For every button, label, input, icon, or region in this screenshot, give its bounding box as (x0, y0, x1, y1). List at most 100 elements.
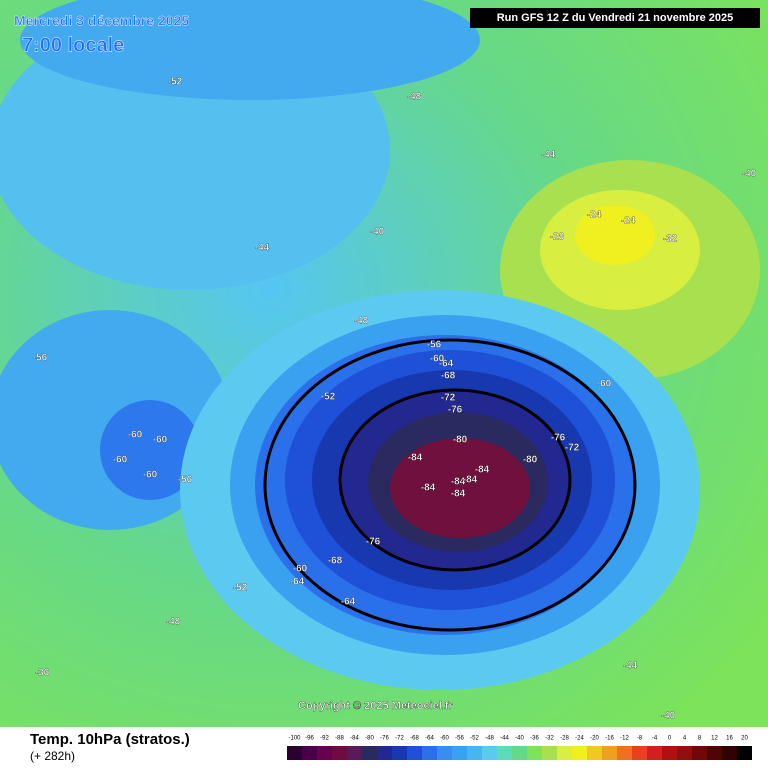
colorbar-label: -4 (652, 736, 658, 742)
colorbar-label: -84 (350, 736, 359, 742)
color-swatch (452, 746, 467, 760)
color-swatch (602, 746, 617, 760)
contour-label: -84 (451, 477, 466, 488)
colorbar-label: -68 (410, 736, 419, 742)
colorbar-label: -24 (575, 736, 584, 742)
colorbar-label: -96 (305, 736, 314, 742)
color-swatch (617, 746, 632, 760)
colorbar-label: -56 (455, 736, 464, 742)
contour-label: -56 (427, 340, 442, 351)
contour-label: -76 (366, 537, 381, 548)
contour-label: -72 (441, 393, 456, 404)
colorbar-label: -44 (500, 736, 509, 742)
color-swatch (542, 746, 557, 760)
colorbar-label: -16 (605, 736, 614, 742)
contour-label: -60 (293, 564, 308, 575)
region (390, 438, 530, 538)
colorbar-label: -72 (395, 736, 404, 742)
region (575, 205, 655, 265)
colorbar-label: 8 (698, 736, 702, 742)
contour-label: -24 (621, 216, 636, 227)
contour-label: -72 (565, 443, 580, 454)
color-swatch (362, 746, 377, 760)
color-swatch (332, 746, 347, 760)
color-swatch (302, 746, 317, 760)
contour-label: -56 (33, 353, 48, 364)
color-swatch (437, 746, 452, 760)
contour-label: -48 (407, 92, 422, 103)
colorbar-label: -36 (530, 736, 539, 742)
contour-label: -24 (587, 210, 602, 221)
colorbar: -100 -96 -92 -88 -84 -80 -76 -72 -68 -64 -60 -56 -52… (287, 736, 752, 760)
contour-label: -76 (448, 405, 463, 416)
color-swatch (737, 746, 752, 760)
contour-label: -60 (430, 354, 445, 365)
contour-label: -60 (113, 455, 128, 466)
colorbar-label: -76 (380, 736, 389, 742)
color-swatch (677, 746, 692, 760)
contour-label: -80 (453, 435, 468, 446)
contour-label: -80 (523, 455, 538, 466)
contour-label: -48 (166, 617, 181, 628)
color-swatch (287, 746, 302, 760)
contour-label: -84 (408, 453, 423, 464)
contour-label: -48 (354, 316, 369, 327)
colorbar-label: -8 (637, 736, 643, 742)
color-swatch (482, 746, 497, 760)
color-swatch (347, 746, 362, 760)
color-swatch (647, 746, 662, 760)
lead-time: (+ 282h) (30, 749, 75, 763)
color-swatch (497, 746, 512, 760)
contour-label: -36 (35, 668, 50, 679)
colorbar-label: -52 (470, 736, 479, 742)
contour-label: -44 (623, 661, 638, 672)
contour-label: -64 (341, 597, 356, 608)
colorbar-label: 4 (683, 736, 687, 742)
contour-label: -68 (441, 371, 456, 382)
contour-label: -84 (475, 465, 490, 476)
contour-label: -68 (328, 556, 343, 567)
contour-label: -60 (597, 379, 612, 390)
run-info: Run GFS 12 Z du Vendredi 21 novembre 202… (497, 12, 734, 24)
color-swatch (662, 746, 677, 760)
color-swatch (377, 746, 392, 760)
colorbar-label: -80 (365, 736, 374, 742)
contour (263, 338, 637, 632)
contour-label: -44 (541, 150, 556, 161)
colorbar-label: 16 (726, 736, 733, 742)
time: 7:00 locale (22, 34, 124, 56)
contour-label: -52 (168, 77, 183, 88)
color-swatch (407, 746, 422, 760)
colorbar-label: 0 (668, 736, 672, 742)
run-box (470, 8, 760, 28)
contour-label: -28 (550, 232, 565, 243)
color-swatch (707, 746, 722, 760)
color-swatch (722, 746, 737, 760)
colorbar-label: -32 (545, 736, 554, 742)
colorbar-label: -12 (620, 736, 629, 742)
colorbar-label: -100 (288, 736, 301, 742)
contour-label: -56 (178, 475, 193, 486)
contour-label: -60 (143, 470, 158, 481)
color-swatch (512, 746, 527, 760)
colorbar-label: 12 (711, 736, 718, 742)
color-swatch (317, 746, 332, 760)
contour-labels: -84-84-84-84-84-84-80-80-76-76-76-72-72-… (33, 77, 757, 722)
colorbar-label: -88 (335, 736, 344, 742)
color-swatch (692, 746, 707, 760)
colorbar-label: -64 (425, 736, 434, 742)
color-swatch (392, 746, 407, 760)
contour-label: -64 (290, 577, 305, 588)
region (20, 0, 480, 100)
temperature-field (0, 0, 760, 690)
contour-label: -40 (370, 227, 385, 238)
contour-label: -52 (321, 392, 336, 403)
contour (338, 388, 572, 572)
field-title: Temp. 10hPa (stratos.) (30, 731, 190, 748)
contour-label: -84 (421, 483, 436, 494)
colorbar-label: -48 (485, 736, 494, 742)
color-swatch (572, 746, 587, 760)
color-swatch (527, 746, 542, 760)
